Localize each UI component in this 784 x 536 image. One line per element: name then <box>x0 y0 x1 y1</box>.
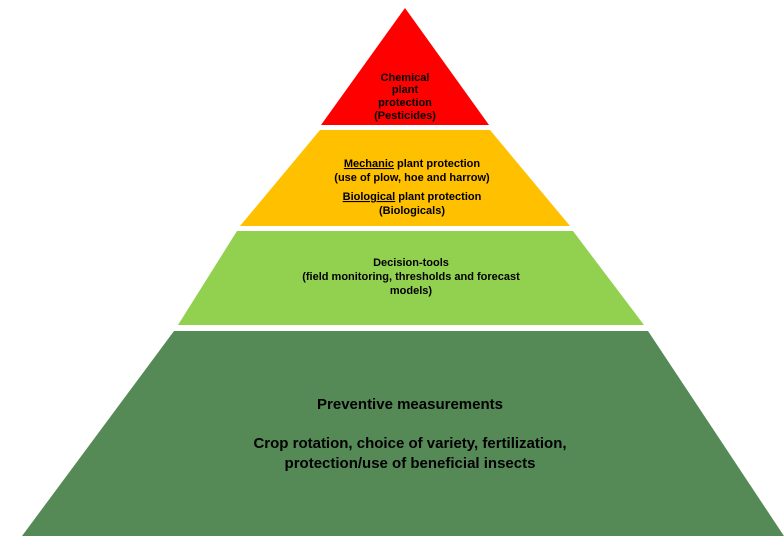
level-text: Mechanic plant protection <box>344 158 481 170</box>
level-text: Crop rotation, choice of variety, fertil… <box>253 435 566 452</box>
level-text: protection <box>378 97 432 109</box>
level-text: (Biologicals) <box>379 205 445 217</box>
level-text: models) <box>390 285 433 297</box>
underlined-text: Mechanic <box>344 158 394 170</box>
level-text: plant protection <box>398 191 481 203</box>
underlined-text: Biological <box>343 191 396 203</box>
level-text: (Pesticides) <box>374 110 436 122</box>
level-text: (field monitoring, thresholds and foreca… <box>302 271 520 283</box>
level-text: protection/use of beneficial insects <box>285 455 536 472</box>
level-text: Decision-tools <box>373 257 449 269</box>
level-preventive <box>22 331 784 536</box>
level-text: (use of plow, hoe and harrow) <box>334 172 490 184</box>
level-text: Biological plant protection <box>343 191 482 203</box>
level-text: plant protection <box>397 158 480 170</box>
level-text: Chemical <box>381 72 430 84</box>
level-heading: Preventive measurements <box>317 396 503 413</box>
level-decision-tools <box>178 231 644 325</box>
level-text: plant <box>392 84 419 96</box>
level-chemical <box>321 8 489 125</box>
level-mechanic-biological <box>240 130 570 226</box>
